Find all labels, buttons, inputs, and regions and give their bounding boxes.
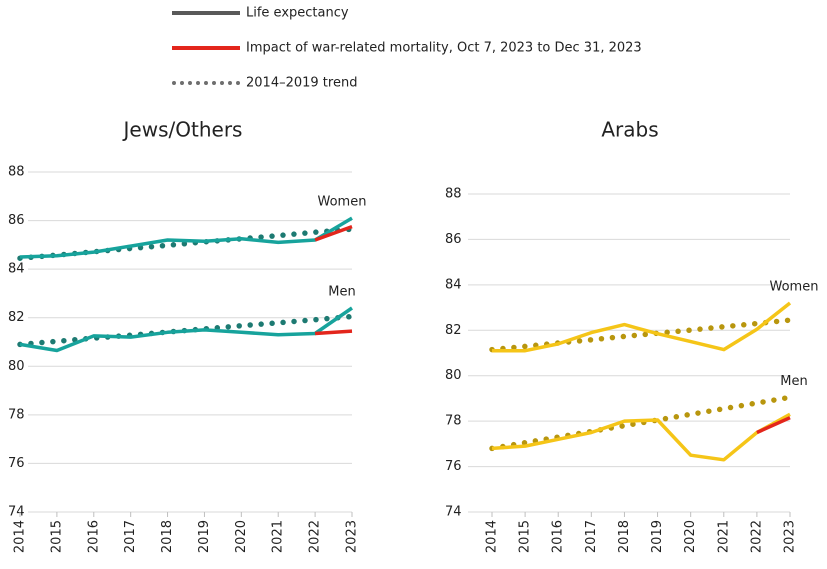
x-tick-label: 2020 <box>234 520 249 553</box>
x-tick-label: 2019 <box>197 520 212 553</box>
x-tick-label: 2021 <box>271 520 286 553</box>
x-tick-label: 2015 <box>518 520 533 553</box>
y-tick-label: 78 <box>445 414 462 429</box>
life-expectancy-line <box>19 306 353 353</box>
war-impact-line <box>314 224 353 242</box>
trend-line <box>489 394 793 452</box>
panel-title: Jews/Others <box>122 118 243 142</box>
life-expectancy-line <box>491 412 791 462</box>
y-tick-label: 80 <box>445 368 462 383</box>
y-tick-label: 84 <box>445 277 462 292</box>
y-tick-label: 86 <box>445 232 462 247</box>
series-label: Women <box>770 280 819 295</box>
x-tick-label: 2014 <box>13 520 28 553</box>
y-tick-label: 76 <box>445 459 462 474</box>
war-impact-line <box>756 416 791 435</box>
y-tick-label: 82 <box>445 323 462 338</box>
x-tick-label: 2017 <box>123 520 138 553</box>
y-tick-label: 74 <box>445 505 462 520</box>
war-impact-line <box>314 329 353 336</box>
legend-label: 2014–2019 trend <box>246 76 357 91</box>
x-tick-label: 2019 <box>650 520 665 553</box>
y-tick-label: 88 <box>8 165 25 180</box>
x-tick-label: 2020 <box>683 520 698 553</box>
y-tick-label: 84 <box>8 262 25 277</box>
x-tick-label: 2015 <box>49 520 64 553</box>
y-tick-label: 78 <box>8 407 25 422</box>
x-tick-label: 2023 <box>345 520 360 553</box>
x-tick-label: 2018 <box>160 520 175 553</box>
series-label: Men <box>780 374 807 389</box>
x-tick-label: 2022 <box>308 520 323 553</box>
x-tick-label: 2021 <box>716 520 731 553</box>
x-tick-label: 2022 <box>749 520 764 553</box>
x-tick-label: 2016 <box>86 520 101 553</box>
legend-label: Impact of war-related mortality, Oct 7, … <box>246 41 642 56</box>
y-tick-label: 74 <box>8 505 25 520</box>
x-tick-label: 2016 <box>551 520 566 553</box>
legend-label: Life expectancy <box>246 6 349 21</box>
panel-title: Arabs <box>601 118 658 142</box>
x-tick-label: 2014 <box>485 520 500 553</box>
x-tick-label: 2017 <box>584 520 599 553</box>
x-tick-label: 2018 <box>617 520 632 553</box>
y-tick-label: 82 <box>8 310 25 325</box>
y-tick-label: 76 <box>8 456 25 471</box>
life-expectancy-line <box>492 301 792 353</box>
series-label: Women <box>318 195 367 210</box>
y-tick-label: 86 <box>8 213 25 228</box>
y-tick-label: 88 <box>445 187 462 202</box>
series-label: Men <box>328 285 355 300</box>
y-tick-label: 80 <box>8 359 25 374</box>
x-tick-label: 2023 <box>783 520 798 553</box>
life-expectancy-line <box>19 216 353 259</box>
